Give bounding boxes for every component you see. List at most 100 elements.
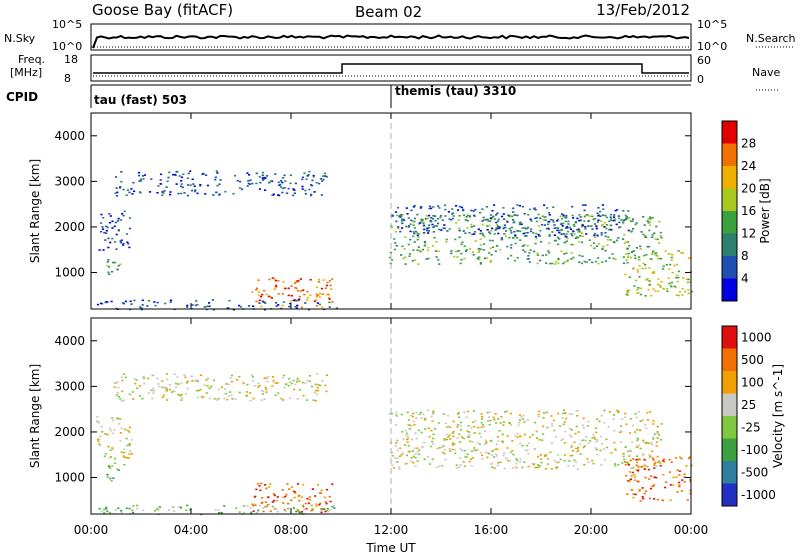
cell (596, 257, 600, 259)
cell (157, 507, 160, 509)
cell (274, 173, 277, 175)
cell (590, 225, 593, 227)
cell (637, 458, 640, 460)
cell (456, 256, 459, 258)
cell (653, 433, 656, 436)
cell (443, 224, 446, 226)
cell (258, 384, 261, 387)
cell (208, 302, 211, 304)
cell (159, 183, 162, 185)
freq-panel-frame (90, 54, 692, 82)
cell (639, 429, 642, 432)
cell (139, 180, 143, 182)
cell (495, 221, 498, 224)
cell (263, 176, 266, 179)
cell (441, 219, 444, 221)
cell (279, 186, 283, 188)
cell (397, 227, 400, 230)
cell (436, 448, 439, 450)
cell (169, 301, 172, 303)
cell (418, 249, 421, 252)
cell (405, 225, 408, 228)
cell (106, 301, 109, 303)
cell (395, 442, 398, 444)
cell (267, 496, 270, 498)
colorbar-segment (722, 233, 737, 256)
cell (604, 249, 607, 252)
cell (119, 186, 122, 188)
cell (460, 243, 463, 246)
cell (286, 483, 289, 485)
cell (167, 509, 170, 511)
cell (617, 463, 620, 466)
cell (100, 510, 103, 513)
cell (120, 180, 123, 183)
cell (199, 185, 202, 187)
cell (651, 217, 654, 219)
cell (128, 443, 131, 445)
cell (623, 461, 626, 463)
y-tick-label: 3000 (54, 379, 85, 393)
cell (663, 461, 666, 463)
cell (226, 307, 229, 309)
cell (566, 260, 569, 263)
cell (489, 247, 492, 250)
cell (582, 446, 585, 449)
cell (324, 287, 327, 289)
cell (416, 447, 419, 449)
cell (628, 480, 631, 483)
cell (512, 453, 515, 456)
cell (600, 414, 603, 417)
cell (481, 416, 484, 418)
cell (405, 434, 408, 437)
cell (289, 182, 292, 185)
cell (495, 214, 498, 216)
cell (510, 424, 513, 426)
cell (398, 466, 401, 468)
cell (260, 399, 263, 401)
cell (96, 420, 99, 423)
cell (615, 239, 619, 242)
cell (503, 467, 506, 470)
cell (271, 505, 274, 508)
cell (623, 458, 626, 461)
cell (290, 499, 293, 501)
cell (626, 256, 630, 259)
cell (314, 399, 318, 402)
cell (618, 217, 621, 220)
cell (569, 454, 572, 457)
cell (147, 392, 150, 394)
cell (627, 450, 630, 453)
cell (154, 510, 157, 512)
cell (667, 253, 670, 255)
cell (266, 380, 269, 383)
cell (411, 260, 414, 262)
cell (664, 486, 667, 489)
cell (324, 501, 327, 503)
cell (573, 459, 576, 462)
cell (466, 214, 469, 217)
cell (659, 284, 662, 287)
cell (521, 444, 524, 447)
cell (292, 188, 295, 190)
cell (389, 256, 392, 259)
cell (677, 276, 680, 279)
cell (100, 426, 103, 428)
cell (527, 452, 530, 455)
cell (292, 299, 295, 302)
cell (535, 220, 538, 223)
cell (462, 437, 465, 440)
cell (483, 243, 486, 245)
cell (510, 247, 513, 249)
cell (435, 241, 438, 243)
cell (676, 280, 679, 283)
cell (626, 290, 629, 293)
cell (391, 464, 394, 466)
cell (298, 389, 301, 391)
cell (614, 449, 617, 452)
cell (644, 235, 647, 237)
noise-right-tick-bottom: 10^0 (697, 40, 727, 53)
cell (113, 429, 116, 431)
cell (224, 388, 227, 390)
cell (639, 245, 642, 248)
